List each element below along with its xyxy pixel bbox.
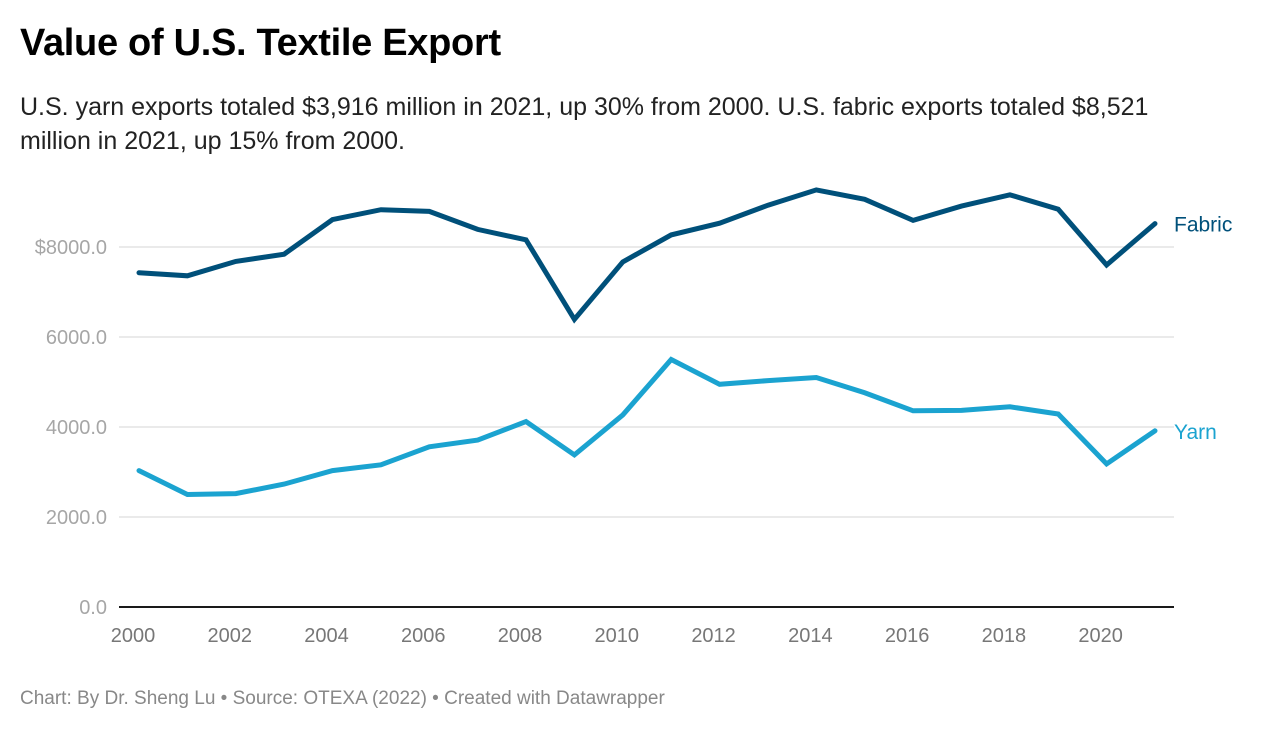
x-tick-label: 2004 <box>304 625 349 647</box>
series-labels: Fabric Yarn <box>1174 214 1232 444</box>
series-line-fabric <box>136 187 1158 324</box>
x-tick-label: 2000 <box>111 625 156 647</box>
x-tick-label: 2020 <box>1078 625 1123 647</box>
y-tick-label: $8000.0 <box>35 237 107 259</box>
series-label-fabric: Fabric <box>1174 214 1232 237</box>
x-tick-label: 2008 <box>498 625 543 647</box>
y-tick-label: 2000.0 <box>46 507 107 529</box>
x-tick-label: 2010 <box>595 625 640 647</box>
y-axis-ticks: 0.0 2000.0 4000.0 6000.0 $8000.0 <box>35 237 107 619</box>
series-line-yarn <box>136 356 1158 498</box>
chart-title: Value of U.S. Textile Export <box>20 22 501 64</box>
x-tick-label: 2002 <box>208 625 253 647</box>
y-tick-label: 6000.0 <box>46 327 107 349</box>
x-axis-ticks: 2000 2002 2004 2006 2008 2010 2012 2014 2016 2018… <box>111 625 1123 647</box>
y-tick-label: 4000.0 <box>46 417 107 439</box>
x-tick-label: 2014 <box>788 625 833 647</box>
x-tick-label: 2006 <box>401 625 446 647</box>
chart-subtitle: U.S. yarn exports totaled $3,916 million… <box>20 93 1149 155</box>
chart-footer: Chart: By Dr. Sheng Lu • Source: OTEXA (… <box>20 688 665 709</box>
y-tick-label: 0.0 <box>79 597 107 619</box>
gridlines <box>119 246 1174 518</box>
series-label-yarn: Yarn <box>1174 421 1217 444</box>
x-tick-label: 2016 <box>885 625 930 647</box>
x-tick-label: 2012 <box>691 625 736 647</box>
series-lines <box>136 187 1158 498</box>
x-tick-label: 2018 <box>982 625 1027 647</box>
